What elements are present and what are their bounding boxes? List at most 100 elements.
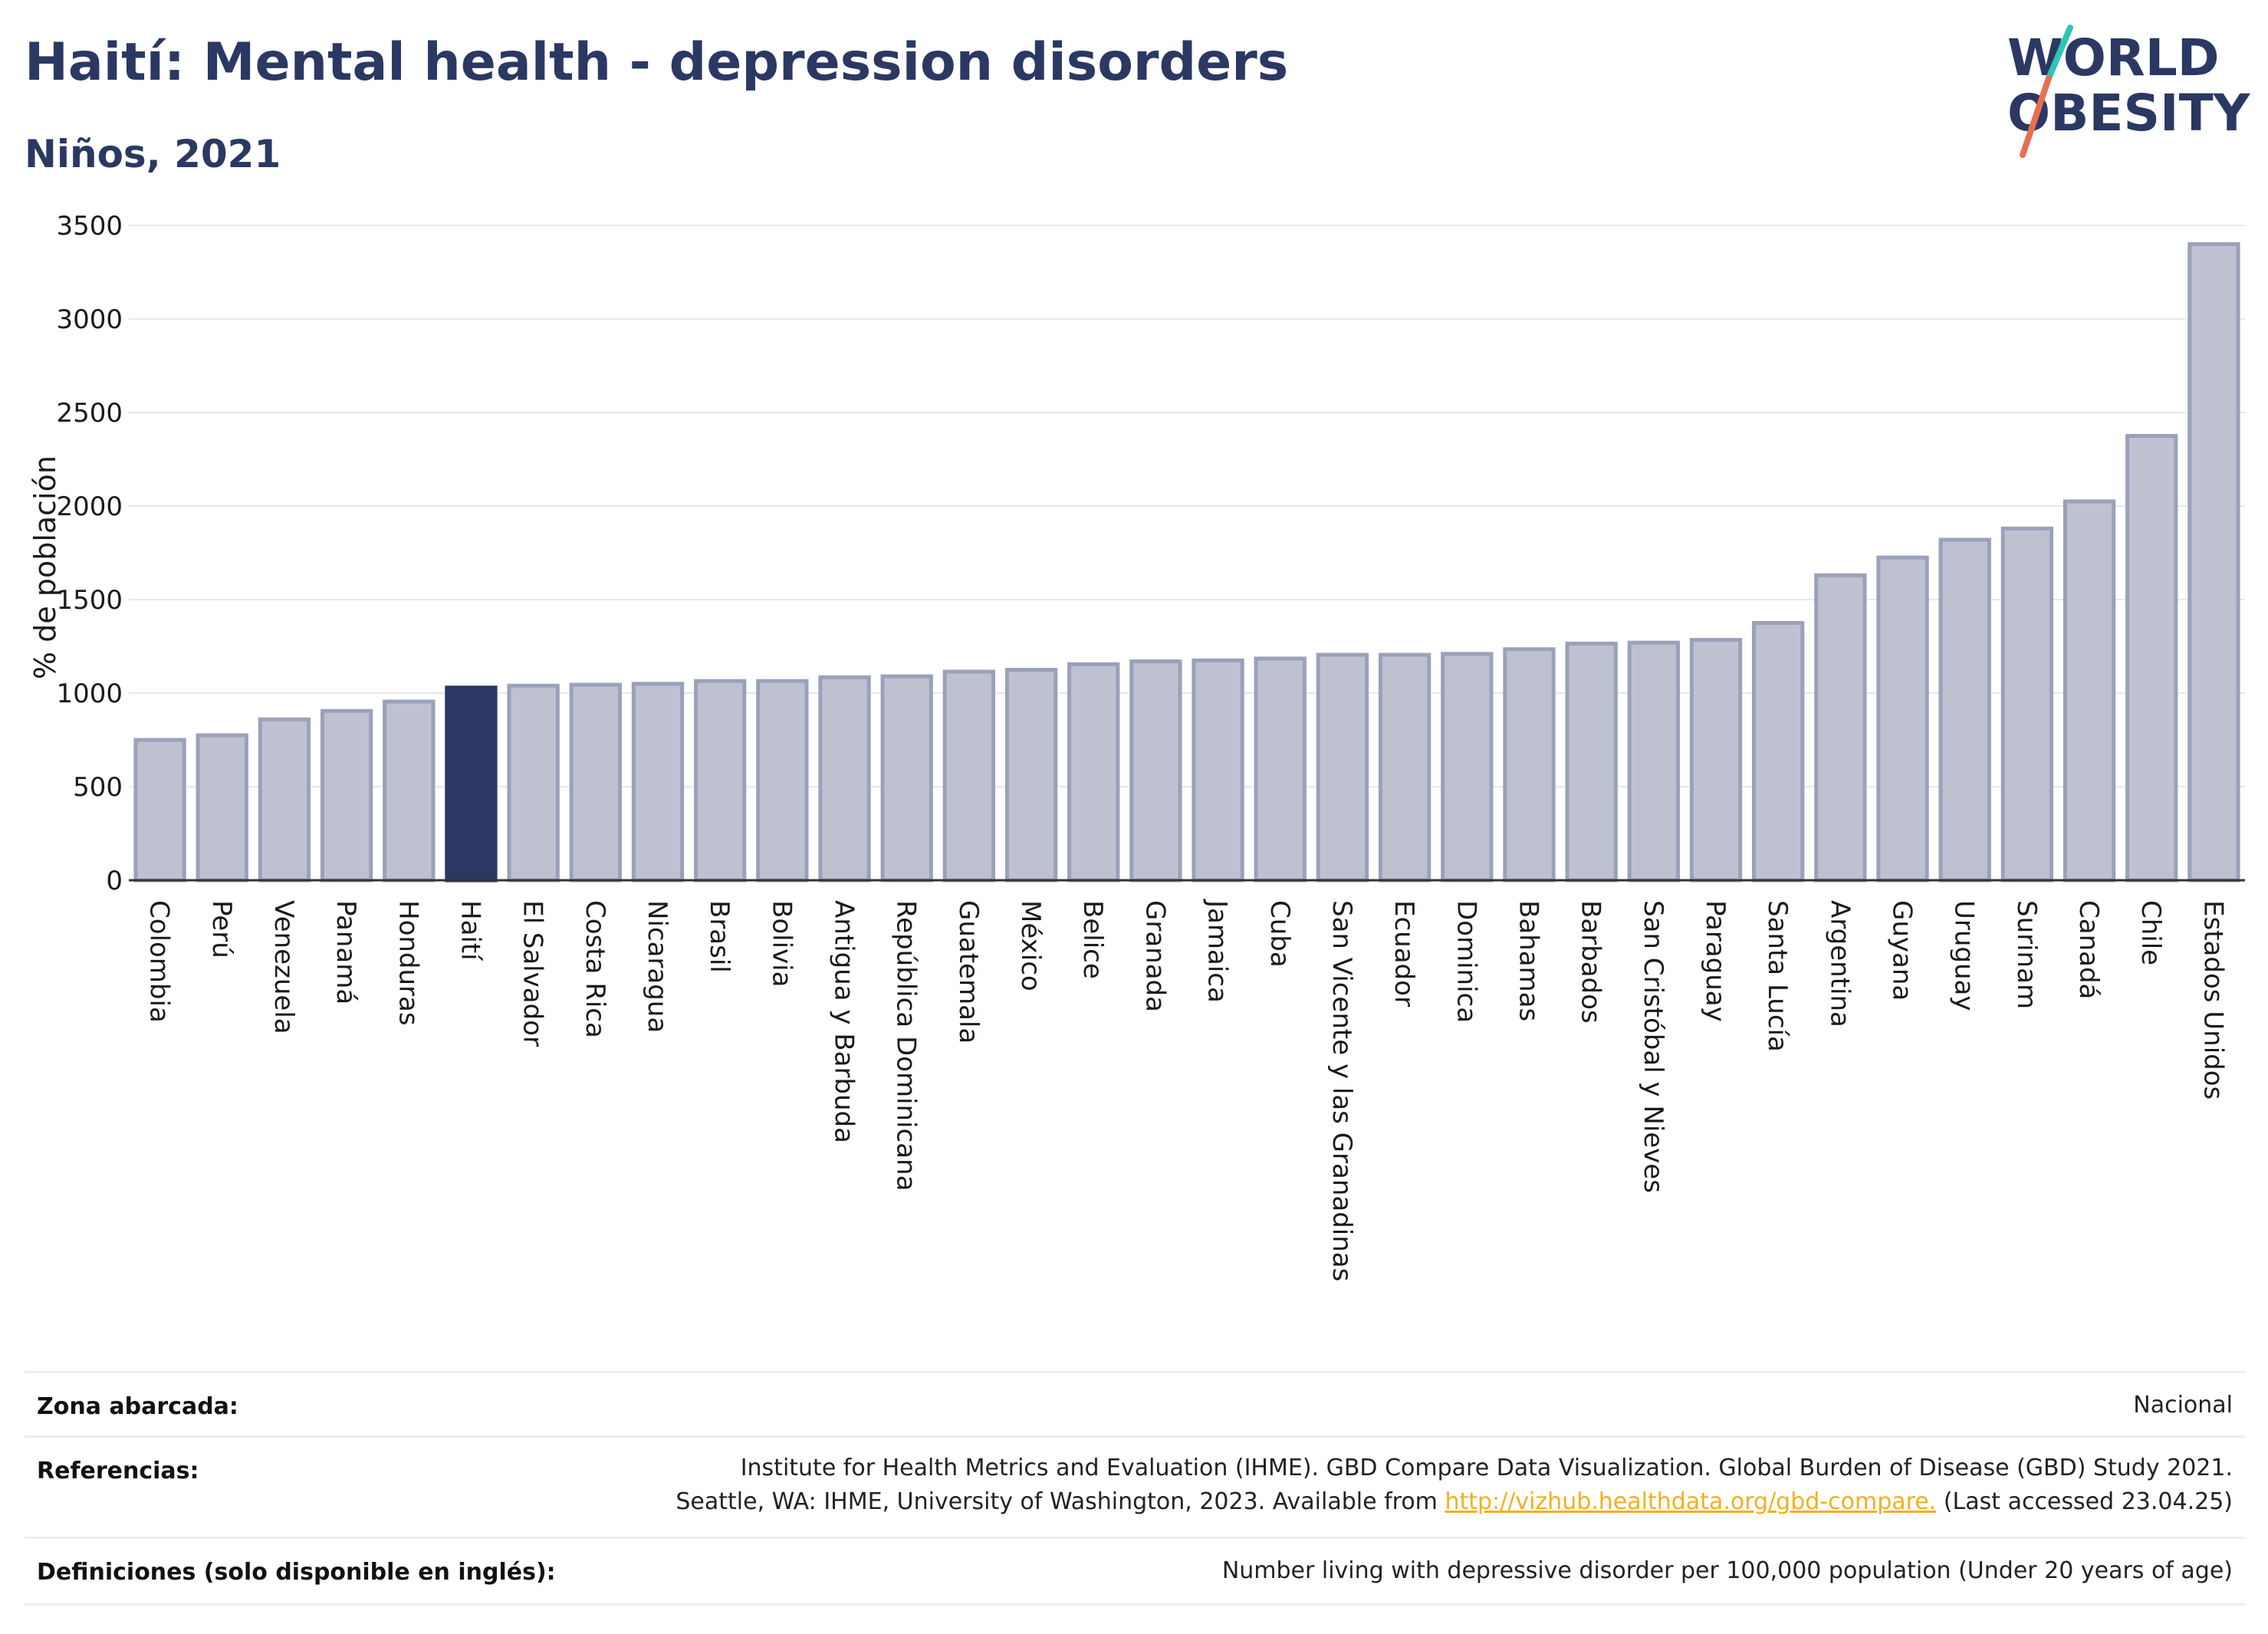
x-tick-label: Bolivia <box>766 900 797 987</box>
def-key: Definiciones (solo disponible en inglés)… <box>37 1559 556 1586</box>
y-tick-label: 0 <box>106 866 123 896</box>
x-tick-label: República Dominicana <box>891 900 922 1191</box>
bar-panamá[interactable] <box>320 709 373 883</box>
bar-colombia[interactable] <box>133 738 186 883</box>
bar-cuba[interactable] <box>1254 656 1307 883</box>
x-tick-label: Nicaragua <box>642 900 672 1033</box>
logo-slash-coral <box>2020 75 2052 158</box>
x-tick-label: Paraguay <box>1700 900 1731 1022</box>
x-tick-label: Brasil <box>704 900 735 973</box>
logo-line-1: WORLD <box>2007 28 2220 87</box>
x-tick-label: Panamá <box>330 900 361 1004</box>
x-tick-label: México <box>1015 900 1046 991</box>
x-tick-label: Estados Unidos <box>2197 900 2228 1100</box>
meta-row-zona: Zona abarcada: Nacional <box>25 1371 2245 1438</box>
bar-estados-unidos[interactable] <box>2187 242 2240 883</box>
bar-argentina[interactable] <box>1814 573 1867 883</box>
chart-title: Haití: Mental health - depression disord… <box>25 32 1289 93</box>
bar-república-dominicana[interactable] <box>880 674 933 883</box>
def-value: Number living with depressive disorder p… <box>1221 1557 2233 1584</box>
ref-line-1: Institute for Health Metrics and Evaluat… <box>740 1455 2233 1481</box>
metadata-table: Zona abarcada: Nacional Referencias: Ins… <box>25 1371 2245 1606</box>
x-tick-label: Bahamas <box>1513 900 1543 1021</box>
bar-jamaica[interactable] <box>1192 658 1244 883</box>
bar-guyana[interactable] <box>1876 555 1929 883</box>
meta-row-referencias: Referencias: Institute for Health Metric… <box>25 1435 2245 1539</box>
bar-costa-rica[interactable] <box>569 682 622 883</box>
bar-venezuela[interactable] <box>258 717 311 883</box>
x-tick-label: Guyana <box>1887 900 1918 1001</box>
bars <box>129 242 2245 883</box>
x-axis-labels: Colombia Perú Venezuela Panamá Honduras Haití… <box>144 899 2229 1281</box>
bar-honduras[interactable] <box>383 699 436 883</box>
x-tick-label: Jamaica <box>1202 899 1233 1003</box>
x-tick-label: Costa Rica <box>580 900 610 1038</box>
x-tick-label: Guatemala <box>953 900 984 1044</box>
x-tick-label: Dominica <box>1451 900 1481 1023</box>
y-axis-ticks: 0 500 1000 1500 2000 2500 3000 3500 <box>56 211 123 896</box>
y-tick-label: 3500 <box>56 211 123 242</box>
x-tick-label: San Vicente y las Granadinas <box>1326 900 1357 1281</box>
ref-line-2: Seattle, WA: IHME, University of Washing… <box>675 1485 2233 1519</box>
y-tick-label: 2000 <box>56 492 123 522</box>
bar-paraguay[interactable] <box>1689 637 1743 883</box>
bar-guatemala[interactable] <box>942 669 996 883</box>
ref-line-2-post: (Last accessed 23.04.25) <box>1936 1488 2233 1515</box>
x-tick-label: Barbados <box>1576 900 1606 1024</box>
bar-san-vicente-y-las-granadinas[interactable] <box>1316 653 1369 883</box>
x-tick-label: San Cristóbal y Nieves <box>1638 900 1668 1193</box>
y-tick-label: 3000 <box>56 304 123 335</box>
x-tick-label: El Salvador <box>518 900 548 1047</box>
x-tick-label: Venezuela <box>268 900 299 1034</box>
x-tick-label: Honduras <box>393 900 423 1026</box>
bar-dominica[interactable] <box>1441 652 1494 883</box>
bar-perú[interactable] <box>196 733 248 883</box>
bar-méxico[interactable] <box>1004 668 1058 883</box>
bar-ecuador[interactable] <box>1378 653 1431 883</box>
zona-value: Nacional <box>2133 1392 2233 1419</box>
y-tick-label: 2500 <box>56 398 123 429</box>
x-tick-label: Granada <box>1139 900 1170 1012</box>
zona-key: Zona abarcada: <box>37 1393 238 1420</box>
bar-nicaragua[interactable] <box>631 682 685 883</box>
x-tick-label: Haití <box>455 900 485 962</box>
bar-chart: 0 500 1000 1500 2000 2500 3000 3500 Colombia Per… <box>28 211 2245 1281</box>
bar-antigua-y-barbuda[interactable] <box>818 675 871 883</box>
bar-uruguay[interactable] <box>1938 538 1991 883</box>
y-tick-label: 1000 <box>56 679 123 709</box>
bar-granada[interactable] <box>1129 659 1182 883</box>
x-tick-label: Antigua y Barbuda <box>829 900 860 1143</box>
x-tick-label: Santa Lucía <box>1762 900 1793 1052</box>
x-tick-label: Canadá <box>2073 900 2104 999</box>
world-obesity-logo: WORLD OBESITY <box>2007 25 2251 158</box>
bar-brasil[interactable] <box>694 679 747 883</box>
x-tick-label: Cuba <box>1264 900 1295 968</box>
bar-barbados[interactable] <box>1565 641 1618 883</box>
x-tick-label: Argentina <box>1824 900 1855 1027</box>
ref-link[interactable]: http://vizhub.healthdata.org/gbd-compare… <box>1445 1488 1937 1515</box>
bar-el-salvador[interactable] <box>507 683 560 883</box>
y-tick-label: 500 <box>73 772 123 803</box>
bar-santa-lucía[interactable] <box>1752 621 1805 883</box>
logo-slash-teal <box>2046 25 2073 81</box>
ref-value: Institute for Health Metrics and Evaluat… <box>675 1452 2233 1519</box>
bar-chile[interactable] <box>2125 434 2178 883</box>
logo-line-2: OBESITY <box>2007 84 2251 143</box>
ref-line-2-pre: Seattle, WA: IHME, University of Washing… <box>675 1488 1445 1515</box>
x-tick-label: Perú <box>206 900 237 958</box>
x-tick-label: Surinam <box>2011 900 2042 1009</box>
x-tick-label: Uruguay <box>1949 900 1980 1011</box>
x-tick-label: Colombia <box>144 900 175 1023</box>
x-tick-label: Ecuador <box>1389 900 1419 1007</box>
meta-row-definiciones: Definiciones (solo disponible en inglés)… <box>25 1537 2245 1606</box>
bar-bahamas[interactable] <box>1503 647 1556 883</box>
x-tick-label: Belice <box>1077 900 1108 979</box>
bar-canadá[interactable] <box>2063 499 2116 883</box>
bar-bolivia[interactable] <box>756 679 809 883</box>
bar-surinam[interactable] <box>2000 526 2054 883</box>
chart-subtitle: Niños, 2021 <box>25 132 281 176</box>
bar-haití[interactable] <box>445 685 498 883</box>
bar-belice[interactable] <box>1067 662 1120 883</box>
bar-san-cristóbal-y-nieves[interactable] <box>1627 640 1680 883</box>
x-tick-label: Chile <box>2135 900 2166 965</box>
